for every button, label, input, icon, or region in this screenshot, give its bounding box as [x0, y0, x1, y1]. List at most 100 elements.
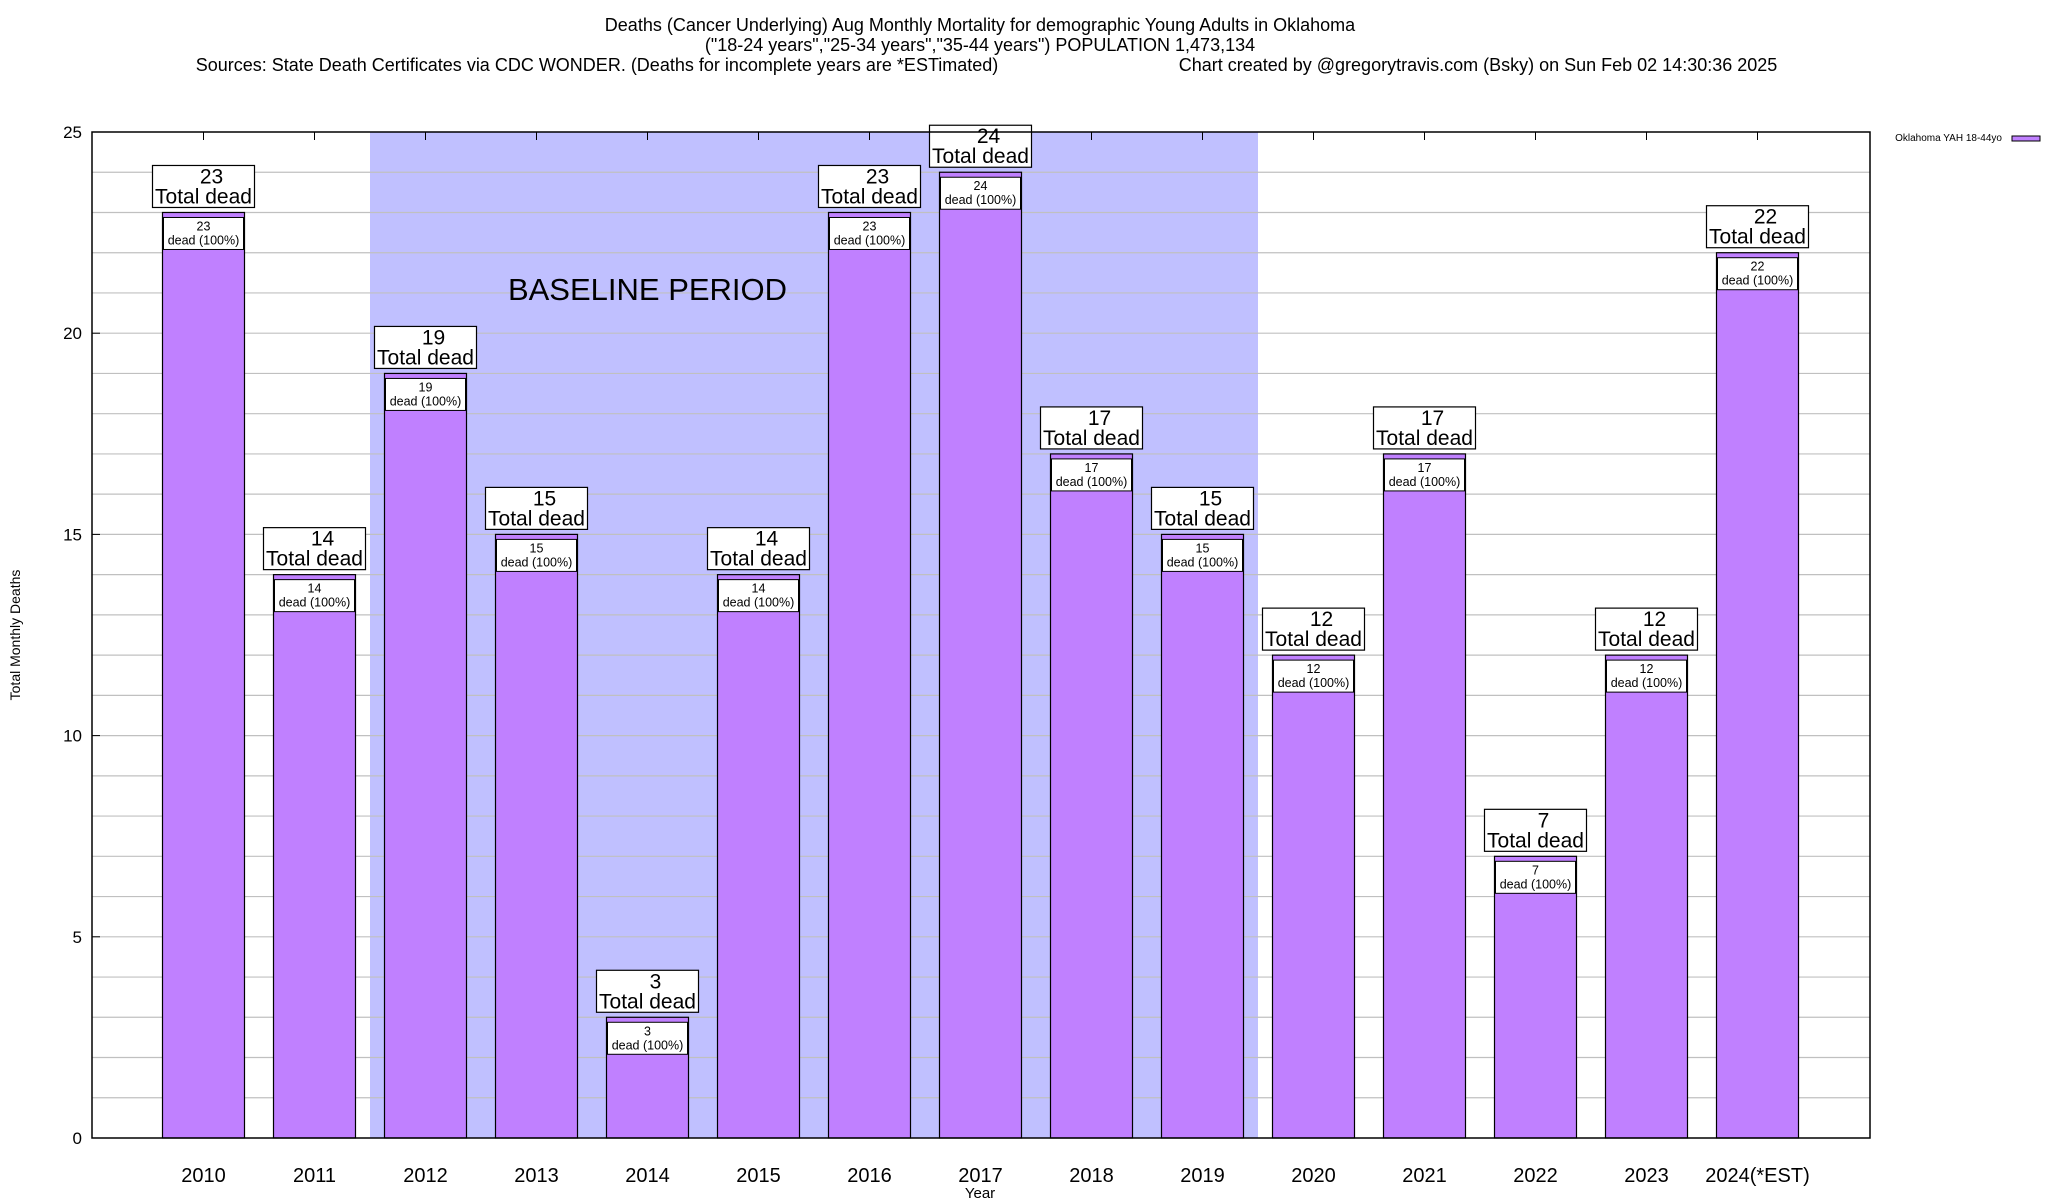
total-label-value: 12 — [1643, 608, 1666, 631]
inner-label-value: 12 — [1307, 662, 1321, 676]
legend-label: Oklahoma YAH 18-44yo — [1895, 133, 2002, 144]
bar — [827, 211, 912, 1139]
total-label-text: Total dead — [1487, 829, 1584, 852]
x-axis-label: Year — [965, 1185, 995, 1200]
total-label-text: Total dead — [1265, 628, 1362, 651]
inner-label-value: 24 — [974, 179, 988, 193]
baseline-label: BASELINE PERIOD — [508, 272, 787, 307]
inner-label-text: dead (100%) — [279, 596, 351, 610]
inner-label-value: 17 — [1085, 461, 1099, 475]
inner-label-box — [829, 216, 910, 250]
x-tick-label: 2016 — [847, 1165, 892, 1187]
bar — [272, 574, 357, 1139]
x-tick-label: 2022 — [1513, 1165, 1558, 1187]
inner-label-text: dead (100%) — [1389, 475, 1461, 489]
x-tick-label: 2012 — [403, 1165, 448, 1187]
y-tick-label: 0 — [73, 1129, 82, 1148]
total-label-box — [484, 486, 589, 530]
total-label-value: 23 — [866, 165, 889, 188]
inner-label-box — [496, 538, 577, 572]
inner-label-box — [1051, 458, 1132, 492]
bar — [383, 372, 468, 1139]
total-label-box — [1039, 406, 1144, 450]
inner-label-box — [1162, 538, 1243, 572]
inner-label-box — [607, 1021, 688, 1055]
total-label-value: 22 — [1754, 206, 1777, 229]
inner-label-value: 14 — [752, 582, 766, 596]
chart-sources: Sources: State Death Certificates via CD… — [196, 55, 999, 75]
inner-label-box — [940, 176, 1021, 210]
chart-credit: Chart created by @gregorytravis.com (Bsk… — [1179, 55, 1778, 75]
total-label-value: 24 — [977, 125, 1001, 148]
y-tick-label: 25 — [63, 123, 82, 142]
inner-label-text: dead (100%) — [168, 233, 240, 247]
inner-label-box — [274, 579, 355, 613]
inner-label-text: dead (100%) — [501, 555, 573, 569]
inner-label-value: 15 — [530, 541, 544, 555]
inner-label-text: dead (100%) — [1167, 555, 1239, 569]
x-tick-label: 2019 — [1180, 1165, 1225, 1187]
inner-label-value: 22 — [1751, 260, 1765, 274]
inner-label-value: 15 — [1196, 541, 1210, 555]
bar — [1382, 453, 1467, 1139]
total-label-value: 12 — [1310, 608, 1333, 631]
total-label-text: Total dead — [1154, 507, 1251, 530]
inner-label-box — [163, 216, 244, 250]
total-label-box — [817, 164, 922, 209]
total-label-value: 17 — [1421, 407, 1444, 430]
total-label-text: Total dead — [932, 145, 1029, 168]
y-tick-label: 5 — [73, 928, 82, 947]
y-tick-label: 10 — [63, 727, 82, 746]
x-tick-label: 2014 — [625, 1165, 670, 1187]
inner-label-value: 12 — [1640, 662, 1654, 676]
total-label-box — [1483, 808, 1588, 852]
legend-swatch — [2011, 135, 2041, 142]
inner-label-value: 17 — [1418, 461, 1432, 475]
inner-label-text: dead (100%) — [1500, 877, 1572, 891]
total-label-text: Total dead — [155, 185, 252, 208]
total-label-text: Total dead — [1598, 628, 1695, 651]
plot-frame — [91, 131, 1871, 1139]
total-label-box — [595, 969, 700, 1013]
inner-label-text: dead (100%) — [1056, 475, 1128, 489]
bar — [1271, 654, 1356, 1139]
x-tick-label: 2024(*EST) — [1705, 1165, 1810, 1187]
bar — [1715, 252, 1800, 1139]
total-label-value: 19 — [422, 326, 445, 349]
bar — [494, 533, 579, 1139]
x-tick-label: 2020 — [1291, 1165, 1336, 1187]
total-label-text: Total dead — [266, 548, 363, 571]
total-label-value: 14 — [755, 528, 779, 551]
inner-label-value: 19 — [419, 380, 433, 394]
total-label-value: 17 — [1088, 407, 1111, 430]
total-label-text: Total dead — [821, 185, 918, 208]
inner-label-box — [1606, 659, 1687, 693]
total-label-box — [706, 527, 811, 571]
inner-label-box — [1717, 257, 1798, 291]
total-label-value: 23 — [200, 165, 223, 188]
inner-label-box — [385, 377, 466, 411]
x-tick-label: 2021 — [1402, 1165, 1447, 1187]
inner-label-value: 23 — [863, 219, 877, 233]
inner-label-text: dead (100%) — [834, 233, 906, 247]
bar — [161, 211, 246, 1139]
x-tick-label: 2010 — [181, 1165, 226, 1187]
total-label-box — [373, 325, 478, 370]
inner-label-value: 14 — [308, 582, 322, 596]
total-label-box — [151, 164, 256, 209]
inner-label-value: 23 — [197, 219, 211, 233]
bar — [1160, 533, 1245, 1139]
inner-label-box — [718, 579, 799, 613]
inner-label-text: dead (100%) — [723, 596, 795, 610]
x-tick-label: 2011 — [293, 1165, 336, 1187]
x-tick-label: 2013 — [514, 1165, 559, 1187]
total-label-text: Total dead — [488, 507, 585, 530]
bar — [1493, 855, 1578, 1139]
total-label-box — [1261, 607, 1366, 651]
inner-label-text: dead (100%) — [1611, 676, 1683, 690]
bar — [716, 574, 801, 1139]
total-label-box — [1372, 406, 1477, 450]
total-label-box — [1594, 607, 1699, 651]
total-label-value: 3 — [650, 970, 662, 993]
